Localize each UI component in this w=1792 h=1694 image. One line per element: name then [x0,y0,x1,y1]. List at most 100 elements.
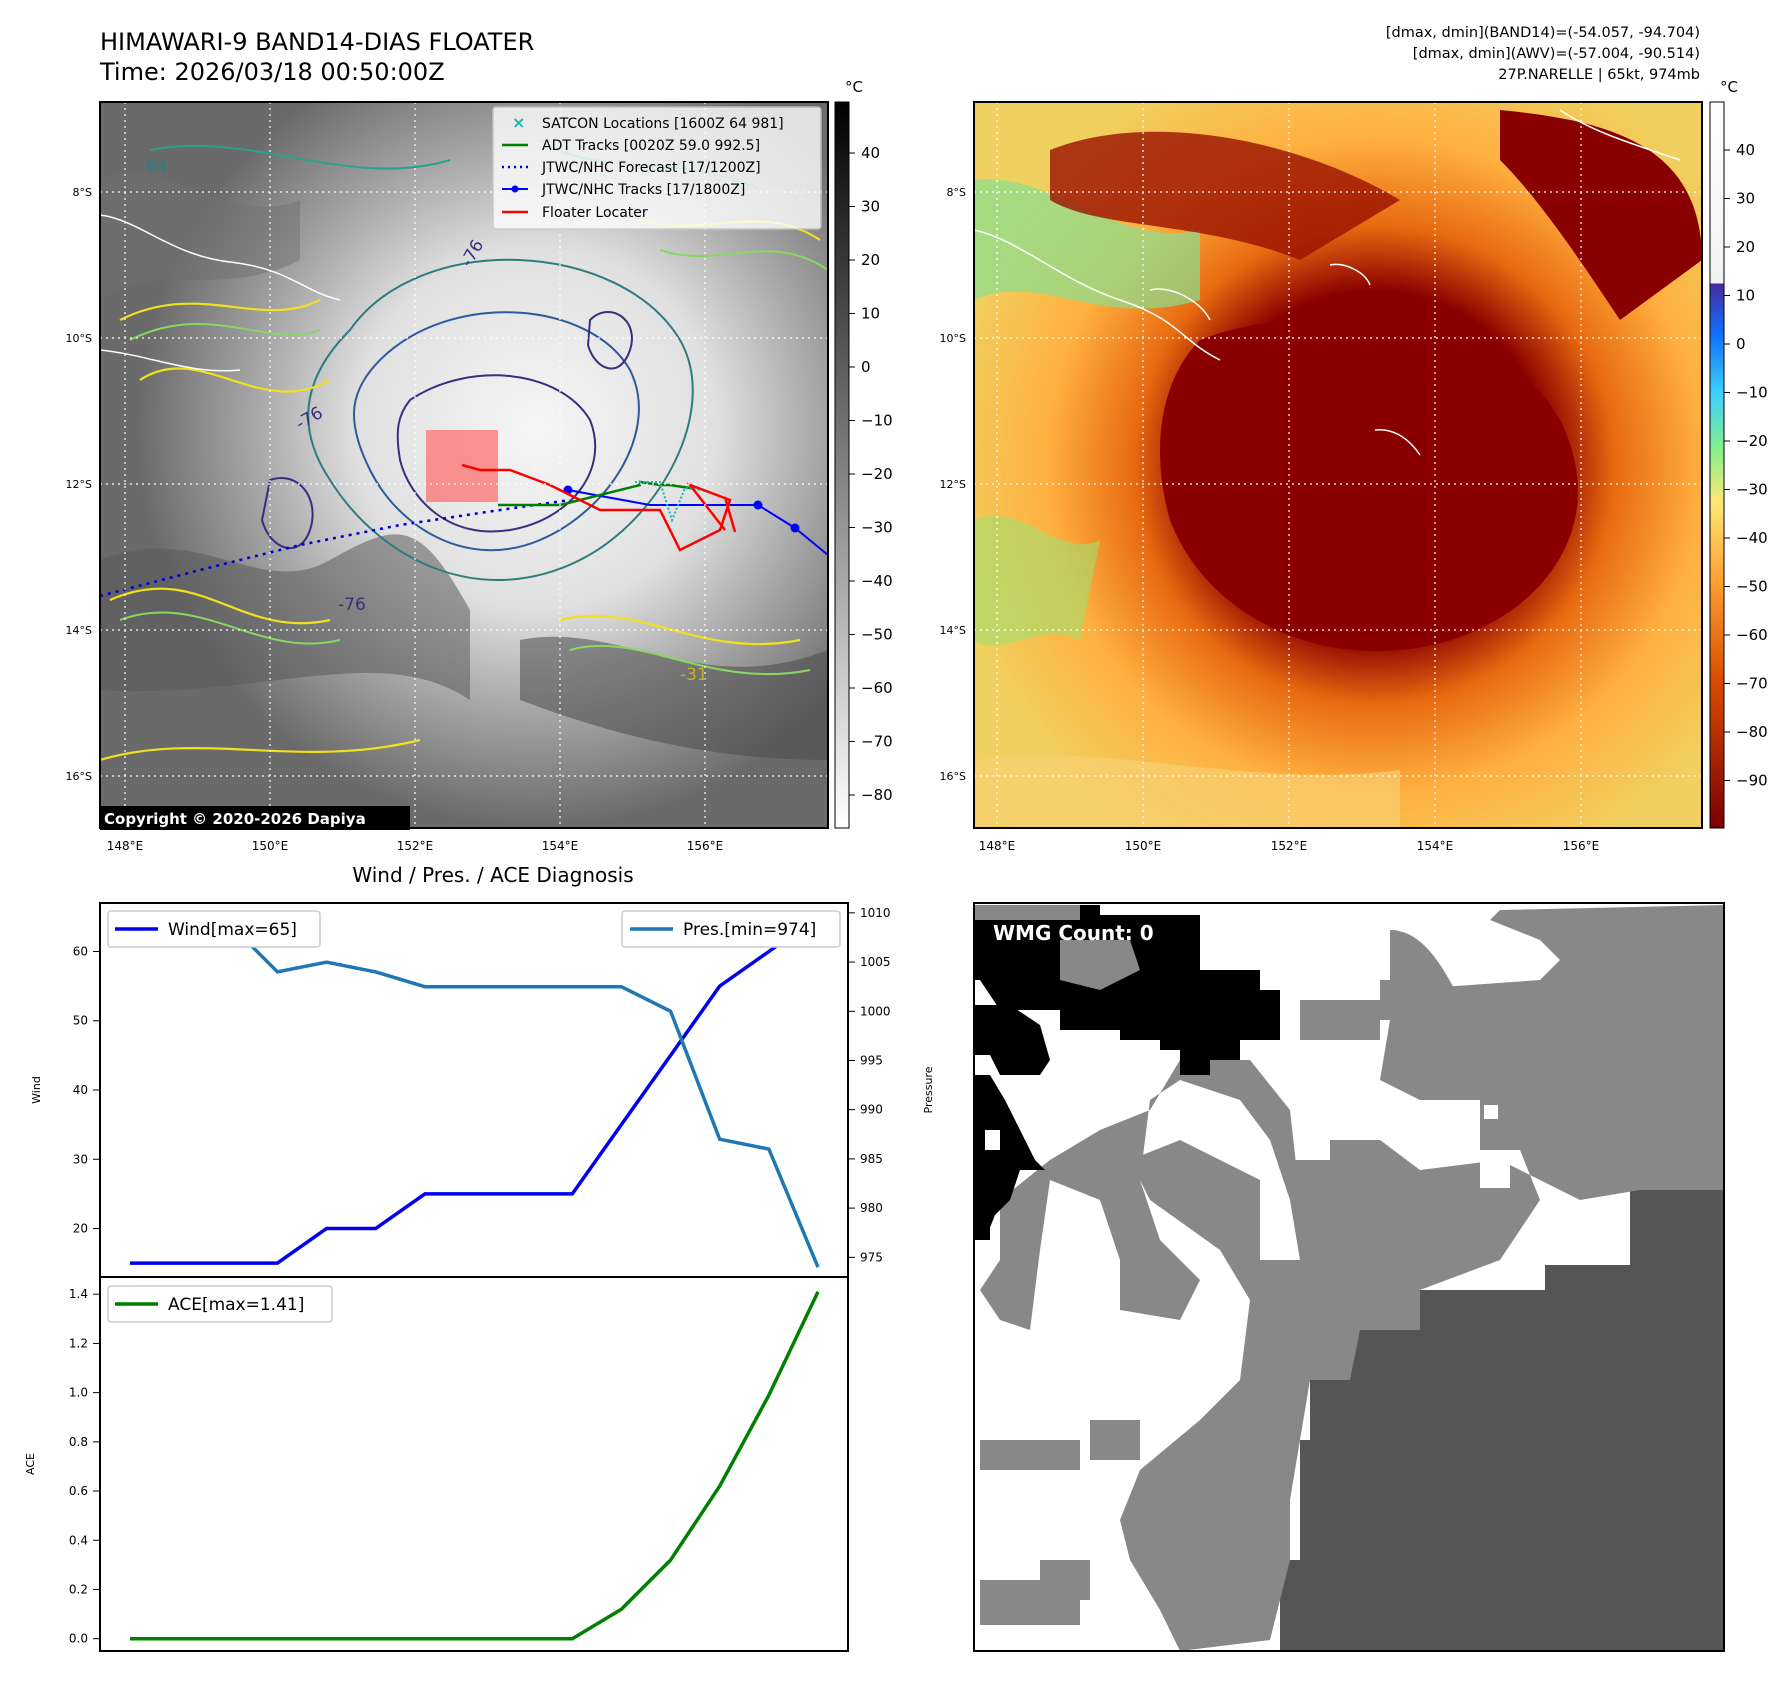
colorbar-tick-label: −20 [1736,432,1768,450]
pressure-tick-label: 985 [860,1152,883,1166]
left-map-lon-ticks: 148°E 150°E 152°E 154°E 156°E [107,839,724,853]
lon-tick-152: 152°E [397,839,434,853]
colorbar-tick-label: 0 [861,358,871,376]
colorbar-tick-label: −50 [861,626,893,644]
lat-tick-8: 8°S [73,186,92,199]
pressure-tick-label: 1005 [860,955,891,969]
colorbar-tick-label: −80 [861,786,893,804]
colorbar-tick-label: −60 [861,679,893,697]
wind-tick-label: 60 [73,944,88,958]
colorbar-tick-label: −30 [861,519,893,537]
pressure-legend-label: Pres.[min=974] [683,920,816,940]
colorbar-tick-label: −50 [1736,578,1768,596]
ace-axis-label: ACE [24,1453,37,1475]
colorbar-tick-label: −40 [861,572,893,590]
lat-tick-10: 10°S [66,332,92,345]
color-colorbar-unit: °C [1720,78,1738,96]
ace-tick-label: 0.8 [69,1435,88,1449]
pressure-axis-label: Pressure [922,1066,935,1113]
figure-title: HIMAWARI-9 BAND14-DIAS FLOATER [100,28,534,56]
colorbar-tick-label: −90 [1736,772,1768,790]
figure-time: Time: 2026/03/18 00:50:00Z [99,58,445,86]
right-map-lat-ticks: 8°S 10°S 12°S 14°S 16°S [940,186,966,783]
svg-text:×: × [512,113,525,132]
wind-tick-label: 50 [73,1014,88,1028]
wind-pres-axes [100,903,848,1277]
colorbar-tick-label: 30 [1736,190,1755,208]
contour-label-31: -31 [680,665,708,685]
gray-colorbar [835,102,849,828]
r-lat-tick-8: 8°S [947,186,966,199]
colorbar-tick-label: −20 [861,465,893,483]
colorbar-tick-label: 0 [1736,335,1746,353]
contour-label-64: -64 [140,157,168,177]
r-lon-tick-156: 156°E [1563,839,1600,853]
colorbar-tick-label: −10 [861,412,893,430]
ace-tick-label: 0.6 [69,1484,88,1498]
lon-tick-148: 148°E [107,839,144,853]
wind-tick-label: 20 [73,1222,88,1236]
right-map-lon-ticks: 148°E 150°E 152°E 154°E 156°E [979,839,1600,853]
colorbar-tick-label: 20 [861,251,880,269]
ace-axes [100,1277,848,1651]
colorbar-tick-label: −10 [1736,384,1768,402]
colorbar-tick-label: 40 [861,144,880,162]
legend-jtwc-tracks: JTWC/NHC Tracks [17/1800Z] [541,182,745,198]
ace-tick-label: 0.0 [69,1632,88,1646]
copyright-text: Copyright © 2020-2026 Dapiya [104,810,366,828]
ace-tick-label: 1.4 [69,1287,88,1301]
lat-tick-14: 14°S [66,624,92,637]
colorbar-tick-label: −70 [1736,675,1768,693]
wind-axis-ticks: 20 30 40 50 60 [73,944,100,1235]
r-lat-tick-10: 10°S [940,332,966,345]
pressure-tick-label: 975 [860,1250,883,1264]
pressure-tick-label: 1000 [860,1004,891,1018]
ace-tick-label: 1.2 [69,1336,88,1350]
contour-label-76c: -76 [338,595,366,615]
r-lat-tick-12: 12°S [940,478,966,491]
colorbar-tick-label: 30 [861,198,880,216]
legend-satcon: SATCON Locations [1600Z 64 981] [542,116,784,132]
color-colorbar [1710,102,1724,828]
stats-band14: [dmax, dmin](BAND14)=(-54.057, -94.704) [1386,25,1700,41]
stats-storm: 27P.NARELLE | 65kt, 974mb [1498,67,1700,83]
ace-legend: ACE[max=1.41] [108,1286,332,1322]
wind-axis-label: Wind [30,1076,43,1104]
gray-colorbar-ticks: 40 30 20 10 0 −10 −20 −30 −40 −50 −60 −70 −80 [849,144,893,804]
left-map-lat-ticks: 8°S 10°S 12°S 14°S 16°S [66,186,92,783]
wmg-count-label: WMG Count: 0 [993,921,1154,945]
pressure-tick-label: 1010 [860,906,891,920]
colorbar-tick-label: −70 [861,733,893,751]
wind-tick-label: 30 [73,1152,88,1166]
lat-tick-16: 16°S [66,770,92,783]
lat-tick-12: 12°S [66,478,92,491]
pressure-legend: Pres.[min=974] [622,911,840,947]
colorbar-tick-label: 40 [1736,141,1755,159]
pressure-tick-label: 980 [860,1201,883,1215]
lon-tick-156: 156°E [687,839,724,853]
pressure-tick-label: 995 [860,1053,883,1067]
ace-tick-label: 0.2 [69,1582,88,1596]
lon-tick-150: 150°E [252,839,289,853]
ace-tick-label: 1.0 [69,1386,88,1400]
legend-adt: ADT Tracks [0020Z 59.0 992.5] [542,138,760,154]
lon-tick-154: 154°E [542,839,579,853]
gray-colorbar-unit: °C [845,78,863,96]
wind-legend-label: Wind[max=65] [168,920,297,940]
r-lon-tick-148: 148°E [979,839,1016,853]
wind-tick-label: 40 [73,1083,88,1097]
r-lon-tick-154: 154°E [1417,839,1454,853]
r-lat-tick-16: 16°S [940,770,966,783]
ace-tick-label: 0.4 [69,1533,88,1547]
colorbar-tick-label: −80 [1736,723,1768,741]
colorbar-tick-label: 10 [861,305,880,323]
track-legend: × SATCON Locations [1600Z 64 981] ADT Tr… [493,107,821,229]
colorbar-tick-label: −40 [1736,529,1768,547]
stats-awv: [dmax, dmin](AWV)=(-57.004, -90.514) [1413,46,1700,62]
ace-legend-label: ACE[max=1.41] [168,1295,304,1315]
colorbar-tick-label: −30 [1736,481,1768,499]
colorbar-tick-label: −60 [1736,626,1768,644]
